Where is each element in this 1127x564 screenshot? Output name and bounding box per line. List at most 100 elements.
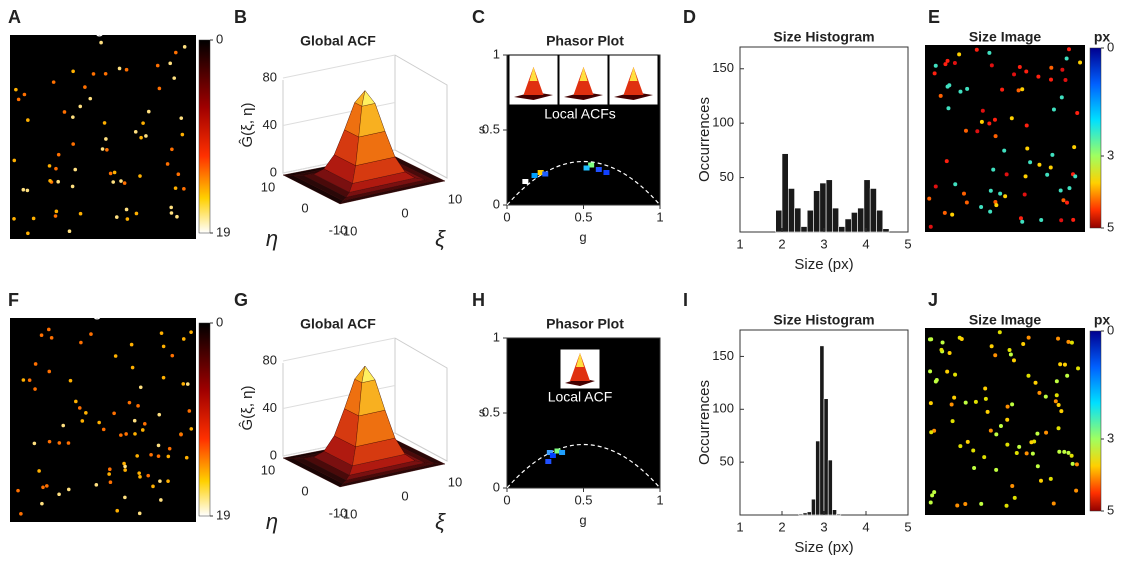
spot bbox=[16, 488, 20, 493]
spot bbox=[133, 130, 138, 134]
phasor-cluster bbox=[595, 167, 602, 172]
bar bbox=[819, 182, 827, 233]
x-tick-label: 3 bbox=[820, 236, 827, 251]
panel-letter: F bbox=[8, 290, 19, 310]
bar bbox=[798, 513, 804, 516]
spot bbox=[158, 479, 162, 483]
spot bbox=[929, 430, 934, 435]
spot bbox=[22, 92, 27, 97]
spot bbox=[47, 164, 52, 168]
spot bbox=[1074, 488, 1079, 493]
spot bbox=[61, 423, 66, 428]
spot bbox=[1028, 160, 1033, 165]
spot bbox=[129, 342, 134, 347]
spot bbox=[167, 446, 172, 451]
spot bbox=[987, 121, 992, 126]
spot bbox=[1030, 451, 1035, 456]
spot bbox=[928, 369, 933, 374]
spot bbox=[1061, 198, 1066, 203]
spot bbox=[180, 132, 185, 137]
y-tick-label: 1 bbox=[493, 46, 500, 61]
x-tick-label: 1 bbox=[656, 209, 663, 224]
spot bbox=[132, 418, 137, 423]
x-tick-label: 1 bbox=[656, 492, 663, 507]
spot bbox=[957, 52, 962, 57]
spot bbox=[1036, 74, 1041, 79]
panel-letter: C bbox=[472, 7, 485, 27]
spot bbox=[26, 231, 30, 236]
spot bbox=[1012, 495, 1017, 500]
spot bbox=[980, 108, 985, 113]
spot bbox=[94, 483, 99, 487]
spot bbox=[1038, 478, 1043, 483]
spot bbox=[1004, 172, 1009, 177]
inset-base bbox=[514, 92, 553, 100]
phasor-cluster bbox=[542, 171, 549, 177]
y-tick-label: 0.5 bbox=[482, 121, 500, 136]
spot bbox=[952, 395, 957, 400]
spot bbox=[1073, 174, 1078, 179]
spot bbox=[991, 167, 996, 172]
spot bbox=[1066, 47, 1071, 52]
spot bbox=[1025, 146, 1030, 151]
spot bbox=[112, 170, 117, 175]
spot bbox=[139, 135, 143, 140]
phasor-cluster bbox=[603, 170, 610, 175]
eta-tick-label: 0 bbox=[301, 200, 308, 215]
spot bbox=[1023, 174, 1028, 179]
xi-tick-label: -10 bbox=[339, 506, 358, 521]
x-tick-label: 5 bbox=[904, 519, 911, 534]
x-tick-label: 2 bbox=[778, 519, 785, 534]
xi-tick-label: -10 bbox=[339, 223, 358, 238]
bar bbox=[863, 179, 871, 233]
y-tick-label: 50 bbox=[720, 454, 734, 469]
colorbar bbox=[198, 39, 211, 234]
spot bbox=[21, 378, 26, 382]
spot bbox=[78, 211, 83, 216]
spot bbox=[1067, 186, 1072, 191]
eta-tick-label: -10 bbox=[329, 222, 348, 237]
spot bbox=[104, 137, 108, 141]
eta-tick-label: -10 bbox=[329, 505, 348, 520]
spot bbox=[189, 427, 194, 431]
x-tick-label: 4 bbox=[862, 519, 869, 534]
spot bbox=[54, 209, 59, 214]
y-tick-label: 0 bbox=[493, 196, 500, 211]
spot bbox=[1024, 123, 1029, 128]
panel-title: Size Histogram bbox=[773, 312, 874, 328]
x-tick-label: 4 bbox=[862, 236, 869, 251]
spot bbox=[946, 106, 951, 111]
spot bbox=[950, 419, 955, 424]
spot bbox=[16, 97, 21, 102]
image bbox=[10, 318, 196, 522]
x-tick-label: 0.5 bbox=[574, 492, 592, 507]
spot bbox=[40, 501, 44, 506]
spot bbox=[149, 452, 153, 457]
spot bbox=[958, 89, 963, 94]
spot bbox=[56, 152, 61, 157]
spot bbox=[963, 501, 968, 506]
spot bbox=[71, 142, 75, 146]
spot bbox=[989, 344, 994, 349]
spot bbox=[146, 109, 151, 114]
spot bbox=[983, 396, 988, 401]
spot bbox=[91, 72, 96, 76]
bar bbox=[802, 512, 808, 516]
spot bbox=[103, 71, 108, 76]
spot bbox=[1059, 95, 1064, 100]
z-grid bbox=[282, 337, 396, 362]
spot bbox=[1043, 394, 1048, 399]
spot bbox=[1066, 339, 1071, 344]
panel-letter: G bbox=[234, 290, 248, 310]
bar bbox=[836, 513, 842, 516]
spot bbox=[1056, 403, 1061, 408]
bar bbox=[882, 228, 890, 233]
spot bbox=[170, 147, 174, 152]
colorbar bbox=[1089, 47, 1102, 229]
spot bbox=[994, 467, 999, 472]
spot bbox=[979, 119, 984, 124]
spot bbox=[955, 503, 960, 508]
spot bbox=[1008, 352, 1013, 357]
spot bbox=[108, 480, 113, 485]
